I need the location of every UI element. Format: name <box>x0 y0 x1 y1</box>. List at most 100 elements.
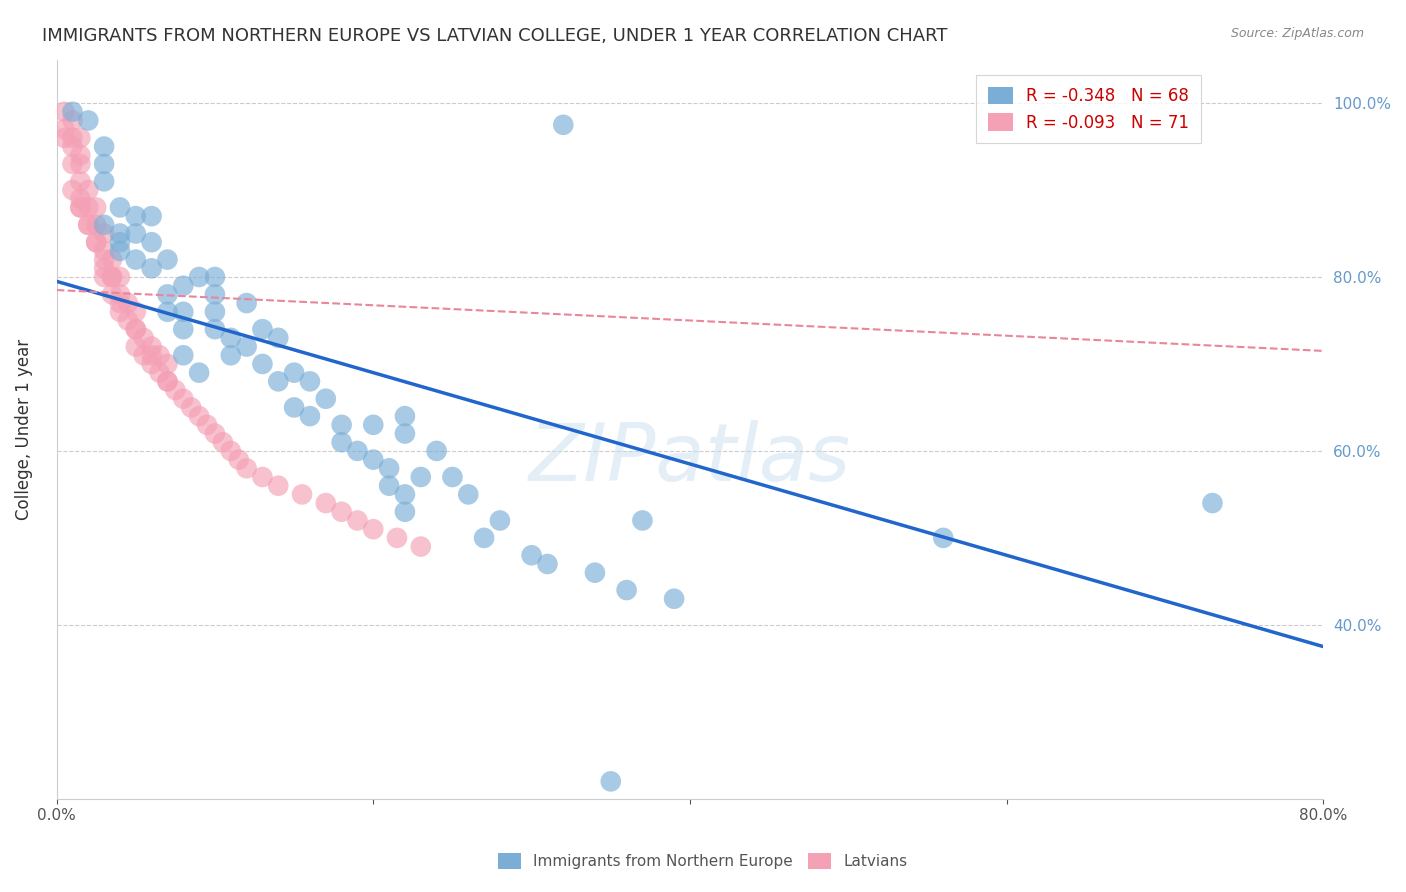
Point <box>148 348 170 362</box>
Point <box>283 401 305 415</box>
Point <box>172 392 194 406</box>
Point <box>252 322 274 336</box>
Point <box>141 340 163 354</box>
Point <box>172 348 194 362</box>
Point <box>204 426 226 441</box>
Point <box>204 322 226 336</box>
Point <box>108 235 131 250</box>
Point <box>172 278 194 293</box>
Point <box>156 252 179 267</box>
Point <box>188 366 211 380</box>
Point <box>346 444 368 458</box>
Point <box>235 340 257 354</box>
Point <box>631 514 654 528</box>
Point <box>662 591 685 606</box>
Point <box>536 557 558 571</box>
Point <box>267 331 290 345</box>
Point <box>93 218 115 232</box>
Legend: R = -0.348   N = 68, R = -0.093   N = 71: R = -0.348 N = 68, R = -0.093 N = 71 <box>976 75 1201 144</box>
Point <box>489 514 512 528</box>
Point <box>77 201 100 215</box>
Point <box>108 270 131 285</box>
Point <box>385 531 408 545</box>
Point <box>93 270 115 285</box>
Point <box>108 201 131 215</box>
Point <box>457 487 479 501</box>
Point <box>1201 496 1223 510</box>
Point <box>219 348 242 362</box>
Point <box>62 113 84 128</box>
Point <box>361 417 384 432</box>
Point <box>283 366 305 380</box>
Point <box>394 426 416 441</box>
Point <box>315 392 337 406</box>
Point <box>141 348 163 362</box>
Point <box>69 174 91 188</box>
Point <box>228 452 250 467</box>
Point <box>93 174 115 188</box>
Point <box>108 227 131 241</box>
Point <box>204 287 226 301</box>
Point <box>212 435 235 450</box>
Point <box>84 201 107 215</box>
Point <box>156 287 179 301</box>
Point <box>69 201 91 215</box>
Point <box>195 417 218 432</box>
Point <box>330 435 353 450</box>
Point <box>93 244 115 258</box>
Point <box>156 375 179 389</box>
Point <box>553 118 575 132</box>
Point <box>93 252 115 267</box>
Legend: Immigrants from Northern Europe, Latvians: Immigrants from Northern Europe, Latvian… <box>492 847 914 875</box>
Point <box>62 157 84 171</box>
Point <box>267 479 290 493</box>
Point <box>69 157 91 171</box>
Point <box>291 487 314 501</box>
Point <box>125 340 148 354</box>
Point <box>252 357 274 371</box>
Point <box>125 209 148 223</box>
Point <box>108 287 131 301</box>
Point <box>267 375 290 389</box>
Point <box>77 113 100 128</box>
Point <box>101 270 124 285</box>
Point <box>204 305 226 319</box>
Point <box>932 531 955 545</box>
Point <box>77 183 100 197</box>
Point <box>409 540 432 554</box>
Point <box>394 505 416 519</box>
Point <box>426 444 449 458</box>
Point <box>409 470 432 484</box>
Point <box>235 296 257 310</box>
Point <box>165 383 187 397</box>
Point <box>235 461 257 475</box>
Point <box>361 522 384 536</box>
Point <box>141 235 163 250</box>
Point <box>180 401 202 415</box>
Point <box>93 157 115 171</box>
Point <box>330 505 353 519</box>
Point <box>69 131 91 145</box>
Point <box>252 470 274 484</box>
Point <box>69 201 91 215</box>
Point <box>69 192 91 206</box>
Point <box>204 270 226 285</box>
Point <box>132 348 155 362</box>
Text: IMMIGRANTS FROM NORTHERN EUROPE VS LATVIAN COLLEGE, UNDER 1 YEAR CORRELATION CHA: IMMIGRANTS FROM NORTHERN EUROPE VS LATVI… <box>42 27 948 45</box>
Point <box>93 227 115 241</box>
Point <box>69 148 91 162</box>
Point <box>108 296 131 310</box>
Point <box>298 409 321 424</box>
Point <box>53 131 76 145</box>
Point <box>117 313 139 327</box>
Point <box>141 261 163 276</box>
Point <box>156 357 179 371</box>
Point <box>378 479 401 493</box>
Point <box>93 139 115 153</box>
Point <box>101 270 124 285</box>
Point <box>520 549 543 563</box>
Point <box>346 514 368 528</box>
Point <box>361 452 384 467</box>
Point <box>84 218 107 232</box>
Point <box>330 417 353 432</box>
